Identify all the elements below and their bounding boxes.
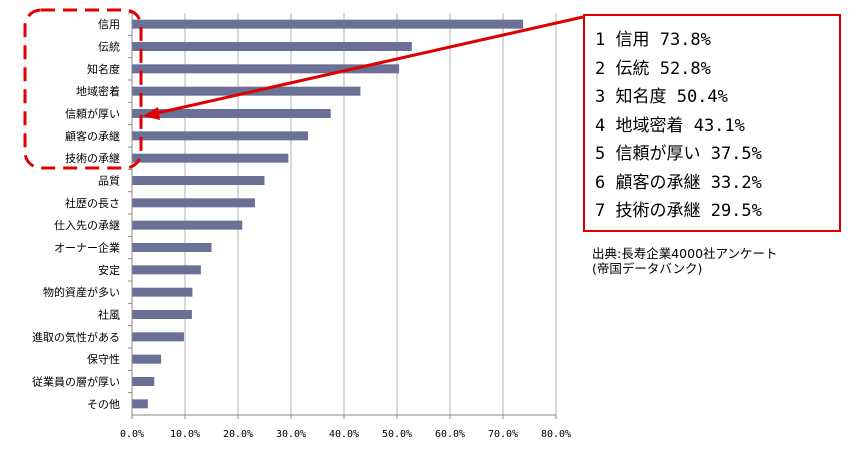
bar [132, 86, 361, 96]
ranking-line: 6 顧客の承継 33.2% [595, 172, 762, 193]
bar [132, 131, 308, 141]
x-tick-label: 70.0% [488, 429, 518, 440]
ranking-line: 3 知名度 50.4% [595, 87, 728, 107]
ranking-line: 5 信頼が厚い 37.5% [595, 144, 762, 164]
x-tick-labels: 0.0% 10.0% 20.0% 30.0% 40.0% 50.0% 60.0% 70.0% 8… [120, 429, 571, 440]
pointer-arrow-line [152, 15, 584, 116]
bar [132, 198, 255, 208]
x-tick-label: 20.0% [223, 429, 253, 440]
ranking-line: 2 伝統 52.8% [595, 58, 711, 79]
bar [132, 220, 243, 230]
bar [132, 265, 201, 275]
category-label: 信頼が厚い [65, 107, 120, 121]
category-label: 地域密着 [76, 84, 120, 98]
bar [132, 310, 192, 319]
category-label: 伝統 [98, 40, 120, 54]
category-label: 物的資産が多い [43, 285, 120, 299]
category-label: オーナー企業 [54, 241, 120, 255]
x-tick-label: 60.0% [435, 429, 465, 440]
category-label: 従業員の層が厚い [32, 375, 120, 389]
highlight-dashed-box [23, 8, 143, 170]
category-label: 安定 [98, 263, 120, 277]
bar [132, 377, 155, 386]
category-label: 品質 [98, 174, 120, 188]
category-label: 社風 [98, 308, 120, 322]
bar [132, 153, 289, 163]
bar [132, 42, 412, 51]
category-label: 社歴の長さ [65, 196, 120, 210]
gridlines [184, 13, 557, 415]
bar [132, 354, 162, 364]
x-tick-label: 50.0% [382, 429, 412, 440]
x-tick-label: 10.0% [170, 429, 200, 440]
bar [132, 243, 212, 252]
bar [132, 176, 265, 185]
category-label: その他 [87, 398, 120, 411]
category-label: 技術の承継 [65, 151, 120, 165]
x-tick-label: 0.0% [120, 429, 144, 440]
bar [132, 399, 148, 409]
bar [132, 287, 193, 297]
ranking-line: 4 地域密着 43.1% [595, 115, 745, 136]
source-note: 出典:長寿企業4000社アンケート (帝国データバンク) [592, 246, 842, 276]
x-tick-label: 80.0% [541, 429, 571, 440]
bar [132, 332, 184, 342]
bar [132, 19, 524, 29]
bars [132, 19, 524, 409]
bar [132, 64, 400, 74]
bar [132, 109, 331, 118]
x-tick-label: 30.0% [276, 429, 306, 440]
category-label: 進取の気性がある [32, 330, 120, 344]
category-label: 信用 [98, 18, 120, 31]
ranking-line: 7 技術の承継 29.5% [595, 201, 762, 221]
category-label: 顧客の承継 [65, 129, 120, 143]
annotations [23, 8, 584, 170]
top-ranking-box: 1 信用 73.8% 2 伝統 52.8% 3 知名度 50.4% 4 地域密着 43… [583, 14, 841, 232]
category-label: 知名度 [87, 62, 120, 76]
source-line-2: (帝国データバンク) [592, 261, 703, 276]
category-labels: 信用伝統知名度地域密着信頼が厚い顧客の承継技術の承継品質社歴の長さ仕入先の承継オ… [32, 18, 120, 411]
x-tick-label: 40.0% [329, 429, 359, 440]
category-label: 仕入先の承継 [54, 218, 120, 232]
axes [128, 12, 557, 419]
category-label: 保守性 [87, 352, 120, 366]
pointer-arrow-head [143, 107, 160, 120]
source-line-1: 出典:長寿企業4000社アンケート [592, 246, 778, 261]
ranking-line: 1 信用 73.8% [595, 30, 711, 50]
